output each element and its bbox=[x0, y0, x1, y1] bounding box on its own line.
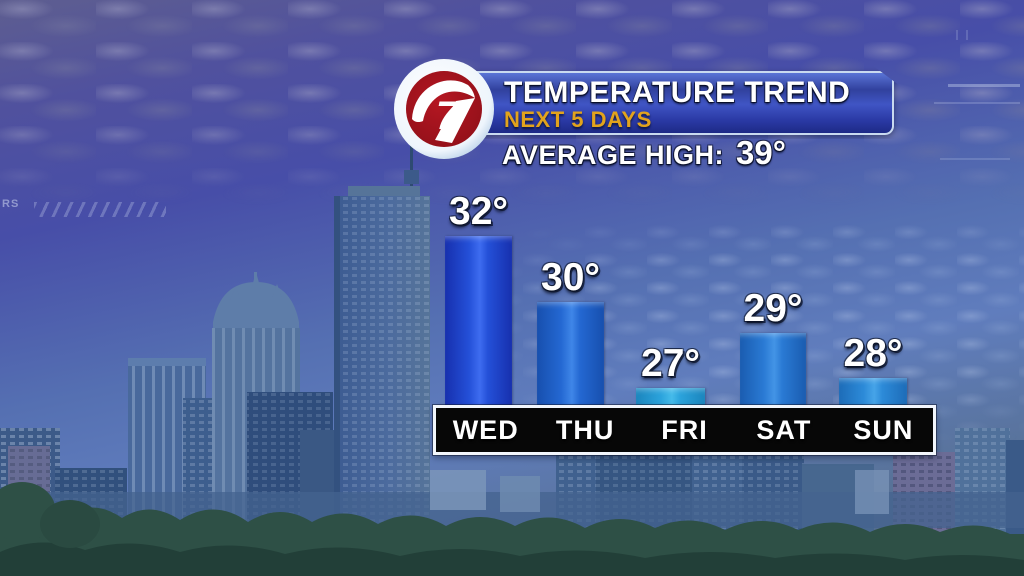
day-label-strip: WED THU FRI SAT SUN bbox=[433, 405, 936, 455]
average-high-label: AVERAGE HIGH: bbox=[502, 140, 725, 170]
bar-wed bbox=[445, 236, 512, 421]
hud-dash-line bbox=[940, 158, 1010, 160]
bar-value-fri: 27° bbox=[641, 342, 700, 385]
day-label-thu: THU bbox=[555, 414, 615, 445]
day-label-fri: FRI bbox=[661, 414, 708, 445]
hud-tick bbox=[956, 30, 958, 40]
chart-title: TEMPERATURE TREND bbox=[504, 76, 851, 109]
hud-tick bbox=[966, 30, 968, 40]
hud-dash-line bbox=[934, 102, 1020, 104]
header-banner: TEMPERATURE TREND NEXT 5 DAYS bbox=[466, 71, 894, 135]
bar-value-sun: 28° bbox=[843, 332, 903, 375]
station-logo: 7 bbox=[394, 59, 494, 159]
day-label-sun: SUN bbox=[853, 414, 914, 445]
day-label-sat: SAT bbox=[756, 414, 812, 445]
hud-dash-line bbox=[948, 84, 1020, 87]
chart-subtitle: NEXT 5 DAYS bbox=[504, 107, 652, 132]
bar-thu bbox=[537, 302, 604, 421]
hud-hatch-marks bbox=[34, 202, 166, 217]
average-high-value: 39° bbox=[736, 134, 786, 171]
bar-value-wed: 32° bbox=[449, 190, 508, 233]
logo-seven-leg bbox=[435, 98, 475, 143]
bar-value-sat: 29° bbox=[743, 287, 803, 330]
average-high-line: AVERAGE HIGH: 39° bbox=[502, 134, 786, 172]
bar-value-thu: 30° bbox=[541, 256, 600, 299]
logo-seven-text: 7 bbox=[436, 94, 460, 138]
hud-side-text: RS bbox=[2, 198, 20, 210]
day-label-wed: WED bbox=[452, 414, 519, 445]
logo-swoosh bbox=[412, 80, 475, 123]
